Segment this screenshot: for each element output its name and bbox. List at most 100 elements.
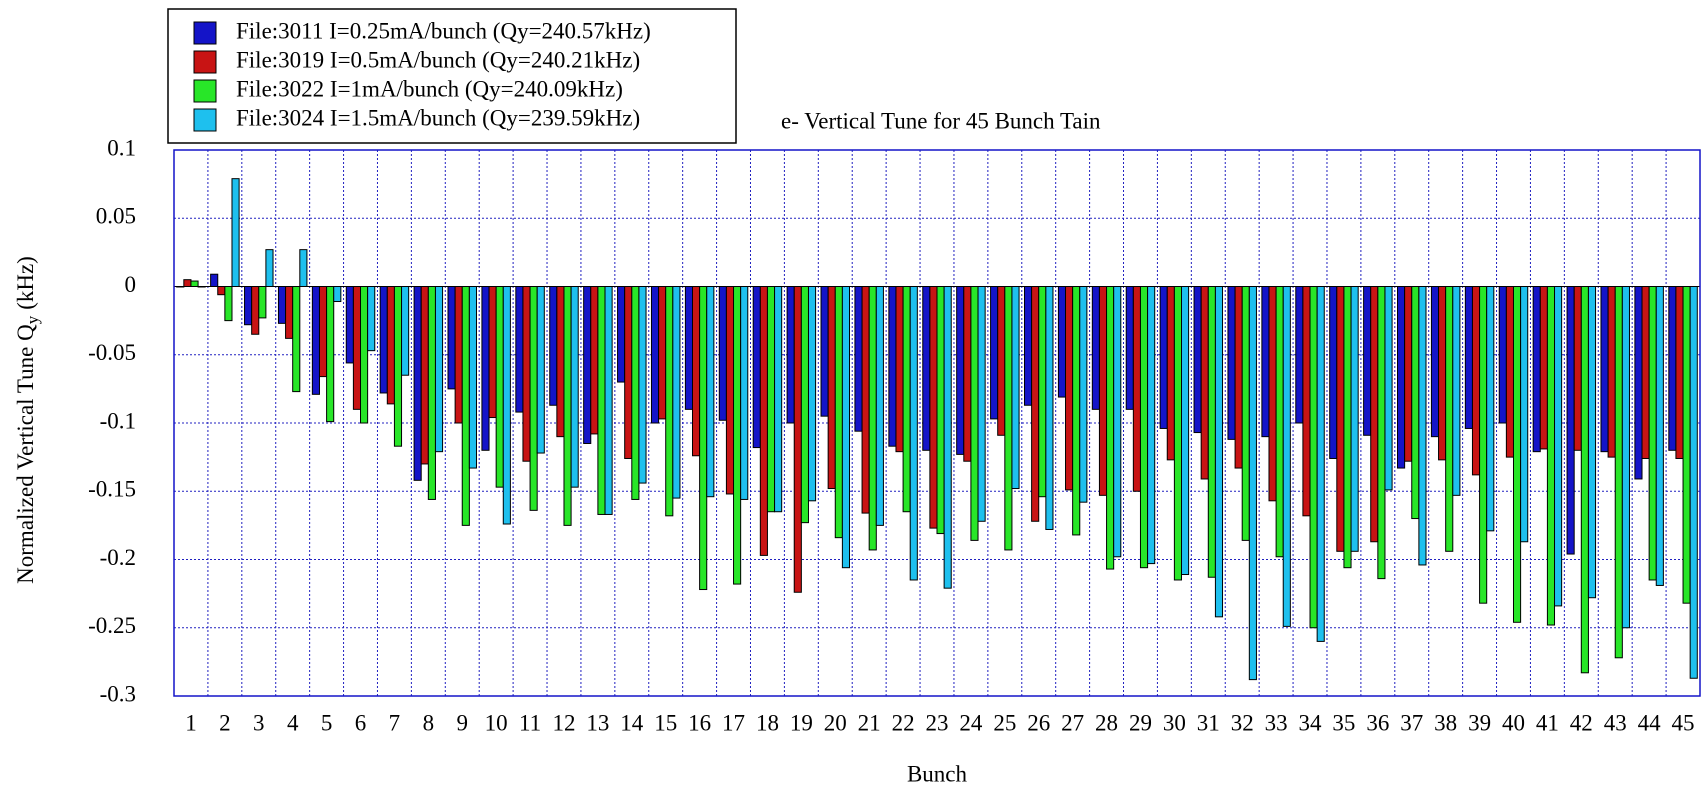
bar <box>1532 286 1541 453</box>
x-tick-label: 10 <box>485 710 508 735</box>
bar <box>970 286 979 541</box>
x-tick-label: 13 <box>586 710 609 735</box>
bar <box>963 286 972 462</box>
bar <box>699 286 708 591</box>
y-tick-label: 0.05 <box>96 204 136 229</box>
legend-label: File:3019 I=0.5mA/bunch (Qy=240.21kHz) <box>236 47 640 72</box>
bar <box>977 286 986 522</box>
x-tick-label: 20 <box>824 710 847 735</box>
bar <box>1689 286 1698 679</box>
bar <box>299 249 308 288</box>
bar <box>774 286 783 513</box>
bar <box>786 286 795 424</box>
bar <box>217 286 226 296</box>
bar <box>990 286 999 420</box>
bar <box>1614 286 1623 659</box>
bar <box>481 286 490 451</box>
bar <box>258 286 267 319</box>
bar <box>665 286 674 517</box>
bar <box>244 286 253 326</box>
bar <box>277 286 287 324</box>
bar <box>1113 286 1122 558</box>
bar <box>190 280 199 288</box>
bar <box>1241 286 1250 541</box>
bar <box>367 286 376 352</box>
legend-swatch <box>193 21 217 45</box>
bar <box>1370 286 1379 543</box>
bar <box>631 286 640 500</box>
bar <box>570 286 579 488</box>
bar <box>311 286 320 395</box>
x-tick-label: 15 <box>654 710 677 735</box>
bar <box>868 286 877 551</box>
bar <box>834 286 843 539</box>
bar <box>360 286 369 424</box>
bar <box>1479 286 1488 604</box>
x-tick-label: 27 <box>1061 710 1084 735</box>
bar <box>1397 286 1406 469</box>
bar <box>522 286 531 462</box>
bar <box>1580 286 1589 674</box>
x-tick-label: 37 <box>1400 710 1423 735</box>
bar <box>352 286 362 410</box>
bar <box>529 286 538 511</box>
legend-label: File:3024 I=1.5mA/bunch (Qy=239.59kHz) <box>236 105 640 130</box>
bar <box>827 286 836 490</box>
bar <box>318 286 328 378</box>
bar <box>875 286 884 526</box>
bar <box>1166 286 1175 461</box>
legend-swatch <box>193 79 217 103</box>
x-tick-label: 41 <box>1536 710 1559 735</box>
chart-title: e- Vertical Tune for 45 Bunch Tain <box>781 108 1101 133</box>
x-tick-label: 30 <box>1163 710 1186 735</box>
legend-label: File:3022 I=1mA/bunch (Qy=240.09kHz) <box>236 76 623 101</box>
bar <box>997 286 1006 436</box>
x-tick-label: 28 <box>1095 710 1118 735</box>
bar <box>1193 286 1202 434</box>
bar <box>1384 286 1393 491</box>
bar <box>427 286 436 500</box>
bar <box>1207 286 1216 578</box>
bar <box>1486 286 1495 532</box>
bar <box>1302 286 1311 517</box>
bar <box>1248 286 1257 681</box>
bar <box>1173 286 1182 581</box>
bar <box>1648 286 1657 581</box>
bar <box>590 286 599 435</box>
bar <box>740 286 749 500</box>
bar <box>1464 286 1473 429</box>
bar <box>1655 286 1664 586</box>
bar <box>1065 286 1074 491</box>
bar <box>1227 286 1236 440</box>
bar <box>1363 286 1372 436</box>
bar <box>936 286 945 535</box>
x-tick-label: 24 <box>959 710 983 735</box>
bar <box>943 286 952 589</box>
bar <box>345 286 354 364</box>
bar <box>841 286 851 569</box>
bar <box>1261 286 1270 438</box>
bar <box>183 279 192 287</box>
y-tick-label: 0.1 <box>107 135 136 160</box>
x-tick-label: 36 <box>1366 710 1389 735</box>
x-tick-label: 18 <box>756 710 779 735</box>
x-tick-label: 5 <box>321 710 333 735</box>
x-tick-label: 35 <box>1332 710 1355 735</box>
x-tick-label: 9 <box>456 710 468 735</box>
bar <box>386 286 395 405</box>
bar <box>909 286 918 581</box>
x-tick-label: 32 <box>1231 710 1254 735</box>
legend-swatch <box>193 108 217 132</box>
bar <box>1011 286 1020 490</box>
bar <box>1471 286 1481 476</box>
bar <box>285 286 294 339</box>
bar <box>1554 286 1563 607</box>
bar <box>1098 286 1108 496</box>
bar <box>597 286 606 515</box>
bar <box>1404 286 1413 462</box>
bar <box>1512 286 1522 623</box>
bar <box>468 286 477 469</box>
bar <box>658 286 667 420</box>
bar <box>488 286 497 419</box>
